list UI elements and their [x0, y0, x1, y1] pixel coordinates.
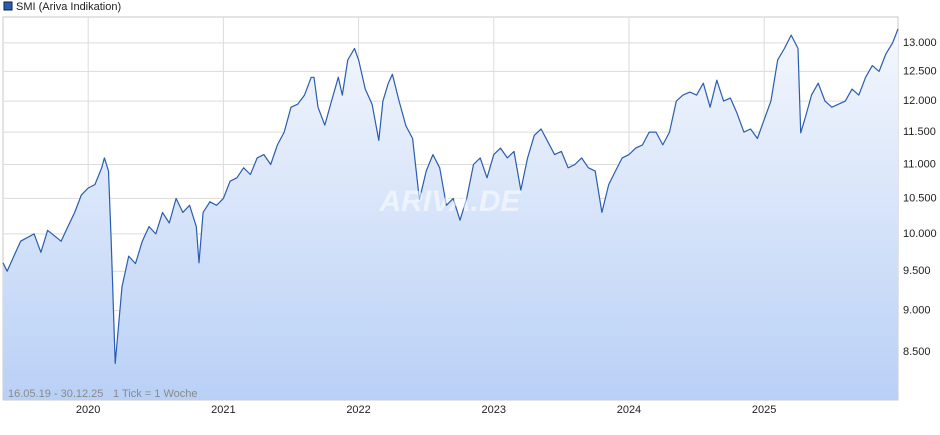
footer-tick: 1 Tick = 1 Woche — [113, 388, 197, 400]
x-tick-label: 2020 — [76, 404, 100, 416]
legend-label: SMI (Ariva Indikation) — [16, 1, 121, 13]
y-tick-label: 10.000 — [903, 228, 937, 240]
line — [2, 28, 899, 364]
y-tick-label: 9.500 — [903, 265, 931, 277]
y-tick-label: 11.500 — [903, 126, 936, 138]
legend-swatch — [3, 1, 13, 11]
x-tick-label: 2022 — [346, 404, 370, 416]
y-tick-label: 10.500 — [903, 192, 937, 204]
y-tick-label: 11.000 — [903, 158, 936, 170]
y-tick-label: 12.000 — [903, 95, 937, 107]
y-tick-label: 13.000 — [903, 37, 937, 49]
footer-range: 16.05.19 - 30.12.25 — [8, 388, 103, 400]
x-tick-label: 2023 — [482, 404, 506, 416]
y-tick-label: 12.500 — [903, 65, 937, 77]
y-tick-label: 9.000 — [903, 305, 931, 317]
area — [3, 29, 898, 400]
x-tick-label: 2025 — [752, 404, 776, 416]
x-tick-label: 2024 — [617, 404, 641, 416]
x-tick-label: 2021 — [211, 404, 235, 416]
watermark: ARIVA.DE — [378, 185, 521, 218]
y-tick-label: 8.500 — [903, 346, 931, 358]
